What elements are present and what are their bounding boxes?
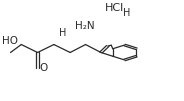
Text: HO: HO <box>2 36 18 46</box>
Text: HCl: HCl <box>105 3 124 13</box>
Text: O: O <box>40 63 48 73</box>
Text: H: H <box>59 28 67 38</box>
Text: H: H <box>123 8 130 18</box>
Text: H₂N: H₂N <box>75 21 94 31</box>
